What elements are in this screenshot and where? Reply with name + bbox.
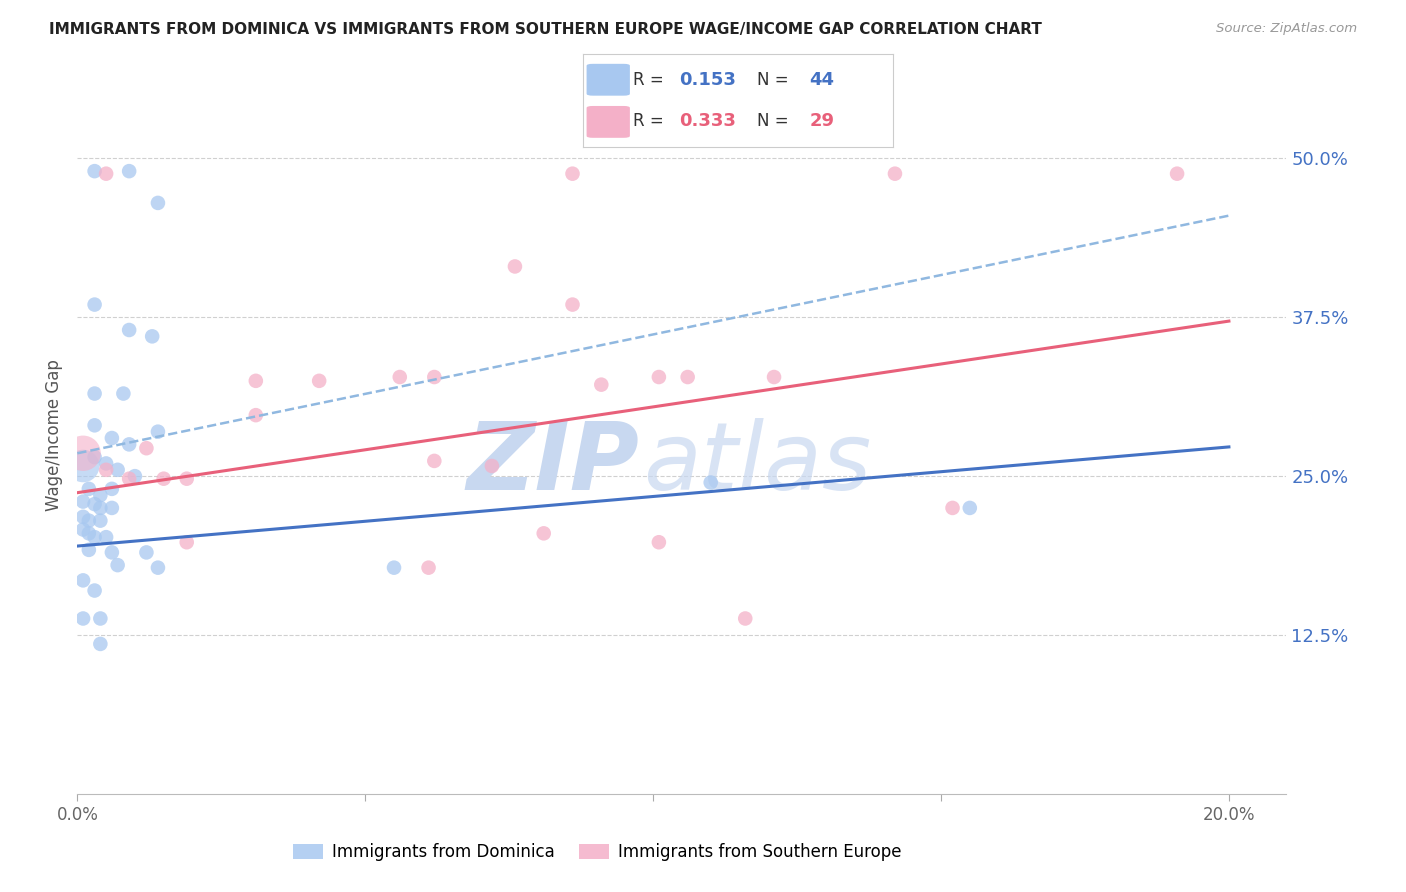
Point	[83, 497, 105, 511]
Point	[101, 431, 124, 445]
Point	[763, 370, 786, 384]
Point	[83, 418, 105, 433]
Point	[176, 472, 198, 486]
Point	[118, 472, 141, 486]
Point	[245, 408, 267, 422]
Point	[699, 475, 721, 490]
Point	[245, 374, 267, 388]
Point	[941, 500, 963, 515]
Point	[118, 323, 141, 337]
Text: 0.333: 0.333	[679, 112, 737, 130]
Text: ZIP: ZIP	[467, 417, 640, 509]
Point	[135, 441, 157, 455]
Point	[107, 463, 129, 477]
Text: Source: ZipAtlas.com: Source: ZipAtlas.com	[1216, 22, 1357, 36]
FancyBboxPatch shape	[586, 64, 630, 95]
Point	[533, 526, 555, 541]
Point	[146, 425, 169, 439]
FancyBboxPatch shape	[586, 106, 630, 138]
Point	[135, 545, 157, 559]
Point	[648, 535, 671, 549]
Point	[561, 167, 583, 181]
Point	[676, 370, 699, 384]
Point	[648, 370, 671, 384]
Point	[72, 509, 94, 524]
Point	[77, 482, 100, 496]
Point	[423, 454, 446, 468]
Point	[503, 260, 526, 274]
Point	[124, 469, 146, 483]
Point	[72, 574, 94, 588]
Point	[101, 482, 124, 496]
Point	[89, 637, 111, 651]
Point	[423, 370, 446, 384]
Point	[77, 542, 100, 557]
Point	[89, 514, 111, 528]
Point	[146, 195, 169, 210]
Point	[83, 530, 105, 544]
Point	[388, 370, 411, 384]
Point	[101, 545, 124, 559]
Point	[481, 458, 503, 473]
Point	[94, 457, 117, 471]
Point	[176, 535, 198, 549]
Point	[101, 500, 124, 515]
Point	[107, 558, 129, 573]
Point	[72, 523, 94, 537]
Point	[152, 472, 174, 486]
Point	[382, 560, 405, 574]
Y-axis label: Wage/Income Gap: Wage/Income Gap	[45, 359, 63, 511]
Text: R =: R =	[633, 112, 669, 130]
Point	[308, 374, 330, 388]
Point	[118, 437, 141, 451]
Point	[884, 167, 907, 181]
Text: R =: R =	[633, 70, 669, 88]
Point	[146, 560, 169, 574]
Point	[72, 446, 94, 460]
Point	[83, 297, 105, 311]
Point	[89, 500, 111, 515]
Point	[112, 386, 135, 401]
Point	[83, 164, 105, 178]
Point	[89, 611, 111, 625]
Point	[72, 494, 94, 508]
Text: 44: 44	[810, 70, 834, 88]
Point	[77, 526, 100, 541]
Point	[72, 458, 94, 473]
Text: 0.153: 0.153	[679, 70, 737, 88]
Legend: Immigrants from Dominica, Immigrants from Southern Europe: Immigrants from Dominica, Immigrants fro…	[287, 837, 908, 868]
Point	[418, 560, 440, 574]
Point	[561, 297, 583, 311]
Point	[83, 583, 105, 598]
Point	[118, 164, 141, 178]
Text: atlas: atlas	[643, 418, 872, 509]
Point	[591, 377, 613, 392]
Point	[959, 500, 981, 515]
Text: N =: N =	[756, 70, 793, 88]
Point	[94, 167, 117, 181]
Point	[89, 488, 111, 502]
Text: 29: 29	[810, 112, 834, 130]
Point	[94, 530, 117, 544]
Point	[141, 329, 163, 343]
Text: N =: N =	[756, 112, 793, 130]
Point	[77, 514, 100, 528]
Point	[83, 450, 105, 464]
Point	[83, 386, 105, 401]
Text: IMMIGRANTS FROM DOMINICA VS IMMIGRANTS FROM SOUTHERN EUROPE WAGE/INCOME GAP CORR: IMMIGRANTS FROM DOMINICA VS IMMIGRANTS F…	[49, 22, 1042, 37]
Point	[1166, 167, 1188, 181]
Point	[72, 611, 94, 625]
Point	[94, 463, 117, 477]
Point	[734, 611, 756, 625]
